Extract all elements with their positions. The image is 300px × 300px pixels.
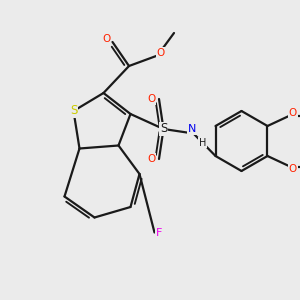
Text: O: O [102,34,111,44]
Text: N: N [188,124,196,134]
Text: H: H [199,137,206,148]
Text: F: F [156,227,162,238]
Text: S: S [160,122,167,136]
Text: S: S [70,104,77,118]
Text: O: O [289,164,297,175]
Text: O: O [147,154,156,164]
Text: O: O [289,107,297,118]
Text: O: O [147,94,156,104]
Text: O: O [156,47,165,58]
